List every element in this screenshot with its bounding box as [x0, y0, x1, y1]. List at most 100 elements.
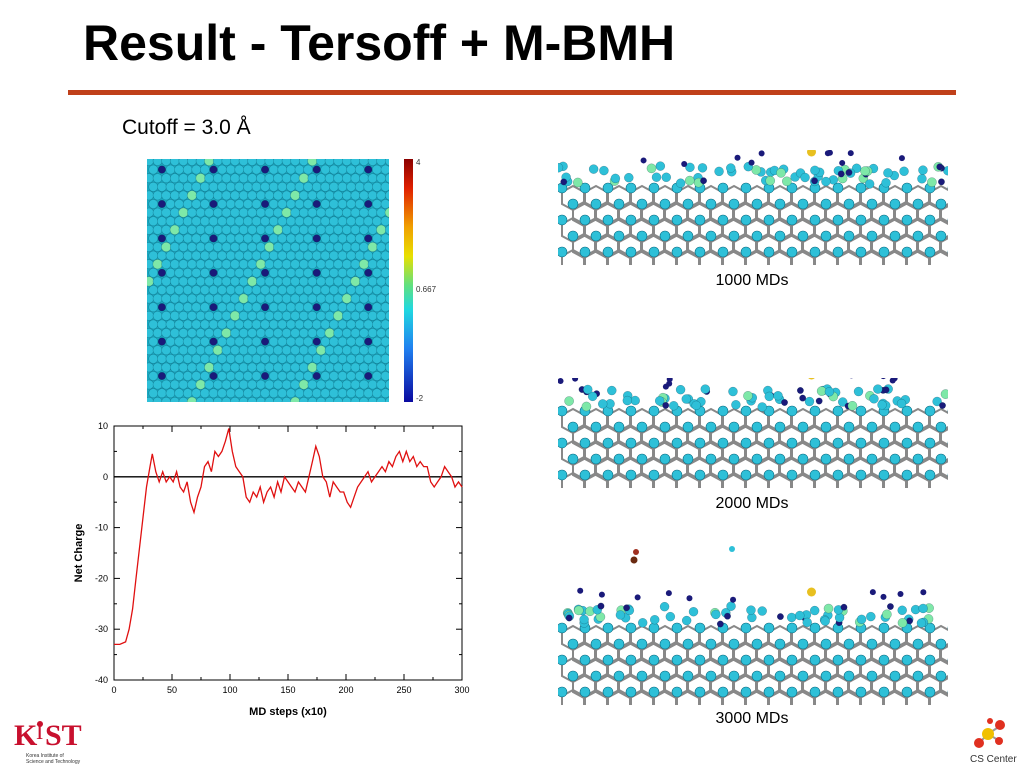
- bulk-atom: [614, 639, 624, 649]
- lattice-atom: [175, 268, 184, 277]
- lattice-atom: [359, 259, 369, 269]
- adatom: [635, 594, 641, 600]
- lattice-atom: [256, 328, 265, 337]
- surface-atom: [860, 166, 869, 175]
- lattice-atom: [157, 285, 166, 294]
- lattice-atom: [175, 337, 184, 346]
- lattice-atom: [200, 199, 209, 208]
- lattice-atom: [248, 328, 257, 337]
- adatom: [558, 378, 564, 384]
- lattice-atom: [252, 303, 261, 312]
- x-tick-label: 50: [167, 685, 177, 695]
- lattice-atom: [230, 311, 240, 321]
- lattice-atom: [235, 285, 244, 294]
- bulk-atom: [856, 687, 866, 697]
- lattice-atom: [334, 260, 343, 269]
- lattice-atom: [209, 217, 218, 226]
- surface-atom: [616, 610, 625, 619]
- lattice-atom: [226, 268, 235, 277]
- lattice-atom: [321, 337, 330, 346]
- lattice-atom: [196, 242, 205, 251]
- bulk-atom: [672, 247, 682, 257]
- lattice-atom: [179, 277, 188, 286]
- lattice-atom: [196, 277, 205, 286]
- lattice-atom: [308, 346, 317, 355]
- lattice-atom: [295, 251, 304, 260]
- lattice-atom: [149, 251, 158, 260]
- lattice-atom: [213, 363, 222, 372]
- lattice-atom: [295, 320, 304, 329]
- lattice-atom: [291, 380, 300, 389]
- lattice-atom: [170, 294, 179, 303]
- bulk-atom: [821, 231, 831, 241]
- lattice-atom: [175, 354, 184, 363]
- bulk-atom: [741, 406, 751, 416]
- bulk-atom: [752, 422, 762, 432]
- lattice-atom: [286, 389, 295, 398]
- lattice-atom: [248, 346, 257, 355]
- bulk-atom: [833, 406, 843, 416]
- surface-atom: [561, 179, 567, 185]
- lattice-atom: [239, 174, 248, 183]
- surface-atom: [717, 621, 723, 627]
- lattice-atom: [261, 389, 270, 398]
- lattice-atom: [218, 303, 227, 312]
- lattice-atom: [368, 380, 377, 389]
- bulk-atom: [936, 639, 946, 649]
- colorbar-min-label: -2: [416, 394, 423, 403]
- lattice-atom: [334, 346, 343, 355]
- lattice-atom: [278, 199, 287, 208]
- lattice-atom: [269, 182, 278, 191]
- lattice-atom: [252, 199, 261, 208]
- lattice-atom: [313, 166, 321, 174]
- bulk-atom: [936, 422, 946, 432]
- bulk-atom: [603, 623, 613, 633]
- lattice-atom: [372, 234, 381, 243]
- surface-atom: [906, 618, 912, 624]
- lattice-atom: [316, 159, 325, 166]
- lattice-atom: [166, 371, 175, 380]
- surface-atom: [810, 166, 819, 175]
- lattice-atom: [329, 182, 338, 191]
- lattice-atom: [282, 208, 292, 218]
- lattice-atom: [200, 217, 209, 226]
- x-tick-label: 200: [338, 685, 353, 695]
- lattice-atom: [351, 159, 360, 166]
- lattice-atom: [261, 235, 269, 243]
- bulk-atom: [741, 438, 751, 448]
- lattice-atom: [321, 354, 330, 363]
- lattice-atom: [235, 320, 244, 329]
- lattice-atom: [278, 389, 287, 398]
- lattice-atom: [222, 260, 231, 269]
- lattice-atom: [213, 277, 222, 286]
- lattice-atom: [192, 182, 201, 191]
- lattice-atom: [158, 372, 166, 380]
- lattice-atom: [179, 328, 188, 337]
- lattice-atom: [304, 337, 313, 346]
- lattice-atom: [170, 174, 179, 183]
- lattice-atom: [342, 242, 351, 251]
- lattice-atom: [179, 363, 188, 372]
- lattice-atom: [334, 225, 343, 234]
- lattice-atom: [222, 277, 231, 286]
- lattice-atom: [372, 182, 381, 191]
- bulk-atom: [913, 422, 923, 432]
- lattice-atom: [166, 182, 175, 191]
- lattice-atom: [261, 354, 270, 363]
- bulk-atom: [729, 199, 739, 209]
- bulk-atom: [787, 247, 797, 257]
- lattice-atom: [282, 191, 291, 200]
- lattice-atom: [347, 182, 356, 191]
- lattice-atom: [261, 303, 269, 311]
- lattice-atom: [222, 208, 231, 217]
- lattice-atom: [295, 217, 304, 226]
- lattice-atom: [187, 277, 196, 286]
- lattice-atom: [192, 303, 201, 312]
- adatom: [735, 155, 741, 161]
- lattice-atom: [347, 234, 356, 243]
- surface-atom: [777, 613, 783, 619]
- lattice-atom: [278, 217, 287, 226]
- bulk-atom: [844, 231, 854, 241]
- surface-atom: [701, 385, 710, 394]
- lattice-atom: [325, 346, 334, 355]
